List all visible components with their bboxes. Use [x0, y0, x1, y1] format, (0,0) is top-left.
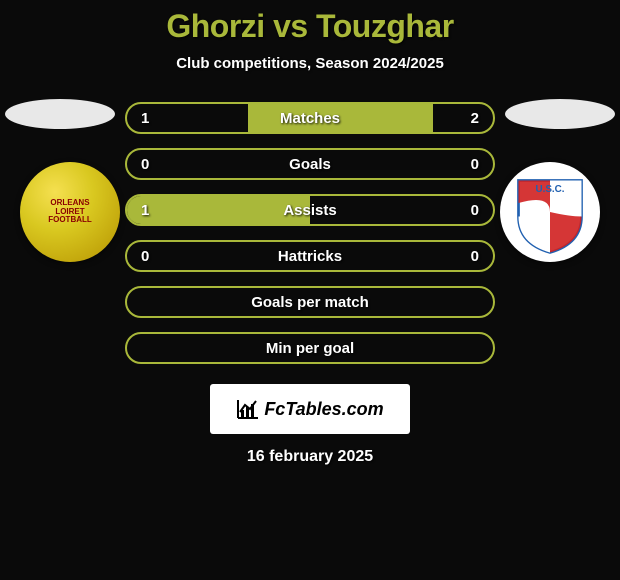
club-badge-left: ORLEANS LOIRET FOOTBALL	[20, 162, 120, 262]
stat-row: 1 2 Matches	[125, 102, 495, 134]
brand-badge[interactable]: FcTables.com	[210, 384, 410, 434]
shield-icon: U.S.C.	[505, 167, 595, 257]
stat-value-left: 0	[141, 156, 149, 173]
stat-value-left: 0	[141, 248, 149, 265]
stat-row: Goals per match	[125, 286, 495, 318]
stat-label: Goals	[289, 156, 331, 173]
stat-label: Matches	[280, 110, 340, 127]
club-initials: U.S.C.	[535, 184, 564, 195]
stat-value-left: 1	[141, 202, 149, 219]
stat-label: Goals per match	[251, 294, 369, 311]
stat-value-right: 0	[471, 156, 479, 173]
page-title: Ghorzi vs Touzghar	[0, 0, 620, 45]
stat-value-right: 0	[471, 248, 479, 265]
stat-value-left: 1	[141, 110, 149, 127]
subtitle: Club competitions, Season 2024/2025	[0, 55, 620, 72]
stat-label: Assists	[283, 202, 336, 219]
player-avatar-left-placeholder	[5, 99, 115, 129]
stat-label: Hattricks	[278, 248, 342, 265]
date: 16 february 2025	[0, 448, 620, 466]
bar-chart-icon	[236, 398, 260, 420]
brand-text: FcTables.com	[264, 399, 383, 420]
stat-value-right: 0	[471, 202, 479, 219]
stat-rows: 1 2 Matches 0 0 Goals 1 0 Assists 0 0 Hattricks Goal…	[125, 102, 495, 364]
club-badge-right: U.S.C.	[500, 162, 600, 262]
stat-row: 0 0 Goals	[125, 148, 495, 180]
club-badge-left-text: ORLEANS LOIRET FOOTBALL	[48, 199, 92, 225]
stat-label: Min per goal	[266, 340, 354, 357]
stat-value-right: 2	[471, 110, 479, 127]
player-avatar-right-placeholder	[505, 99, 615, 129]
stat-row: Min per goal	[125, 332, 495, 364]
stat-row: 1 0 Assists	[125, 194, 495, 226]
stat-row: 0 0 Hattricks	[125, 240, 495, 272]
comparison-area: ORLEANS LOIRET FOOTBALL U.S.C. 1 2 Matches…	[0, 102, 620, 364]
